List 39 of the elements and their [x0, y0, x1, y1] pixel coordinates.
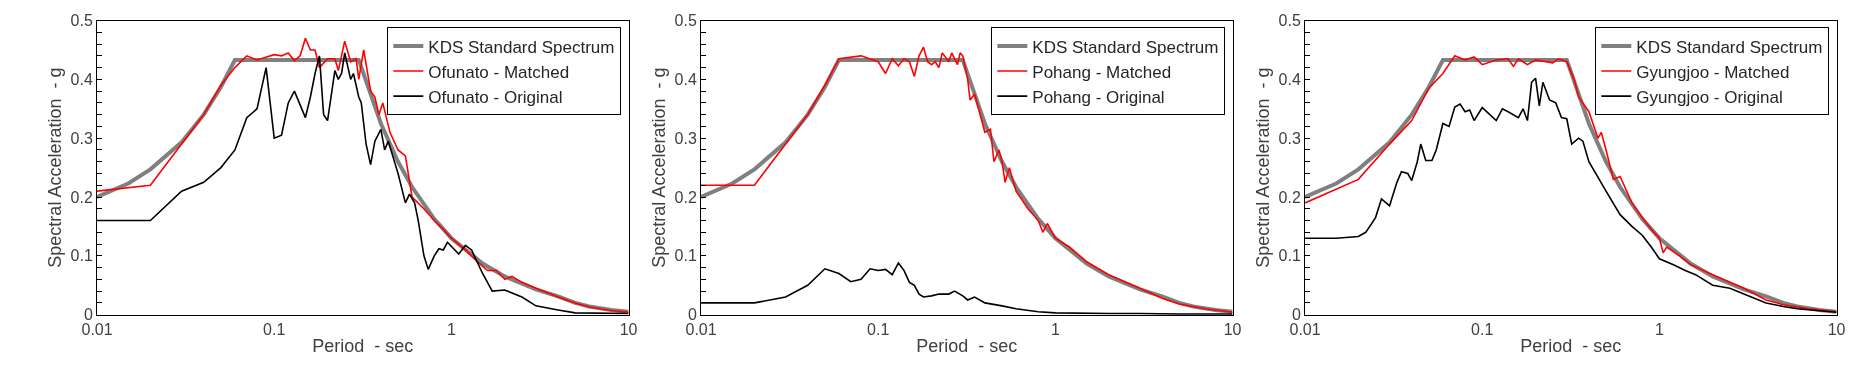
y-tick-label: 0.2: [70, 188, 93, 206]
x-tick-label: 1: [1654, 320, 1664, 338]
x-tick-label: 0.1: [263, 320, 286, 338]
y-tick-label: 0.3: [1278, 129, 1301, 147]
x-tick-label: 10: [1827, 320, 1846, 338]
legend-label: KDS Standard Spectrum: [1636, 37, 1823, 57]
y-tick-label: 0.4: [674, 70, 697, 88]
y-tick-label: 0.3: [674, 129, 697, 147]
y-tick-label: 0.5: [1278, 12, 1301, 30]
x-tick-label: 10: [619, 320, 638, 338]
x-axis-title: Period - sec: [916, 335, 1018, 356]
legend-label: Ofunato - Matched: [428, 62, 570, 82]
legend-label: KDS Standard Spectrum: [1032, 37, 1219, 57]
x-axis-title: Period - sec: [312, 335, 414, 356]
y-tick-label: 0.1: [1278, 247, 1301, 265]
legend-label: Gyungjoo - Matched: [1636, 62, 1790, 82]
y-tick-label: 0.4: [1278, 70, 1301, 88]
x-tick-label: 1: [1050, 320, 1060, 338]
y-tick-label: 0.5: [70, 12, 93, 30]
y-axis-title: Spectral Acceleration - g: [648, 67, 669, 268]
y-tick-label: 0.4: [70, 70, 93, 88]
x-tick-label: 10: [1223, 320, 1242, 338]
legend-label: KDS Standard Spectrum: [428, 37, 615, 57]
y-axis-title: Spectral Acceleration - g: [44, 67, 65, 268]
legend-label: Pohang - Original: [1032, 87, 1165, 107]
y-axis-title: Spectral Acceleration - g: [1252, 67, 1273, 268]
x-tick-label: 1: [446, 320, 456, 338]
legend-label: Gyungjoo - Original: [1636, 87, 1783, 107]
y-tick-label: 0.5: [674, 12, 697, 30]
y-tick-label: 0.3: [70, 129, 93, 147]
y-tick-label: 0.2: [1278, 188, 1301, 206]
y-tick-label: 0.2: [674, 188, 697, 206]
y-tick-label: 0.1: [674, 247, 697, 265]
legend-label: Ofunato - Original: [428, 87, 563, 107]
x-tick-label: 0.1: [867, 320, 890, 338]
x-axis-title: Period - sec: [1520, 335, 1622, 356]
legend-label: Pohang - Matched: [1032, 62, 1172, 82]
x-tick-label: 0.1: [1471, 320, 1494, 338]
y-tick-label: 0.1: [70, 247, 93, 265]
